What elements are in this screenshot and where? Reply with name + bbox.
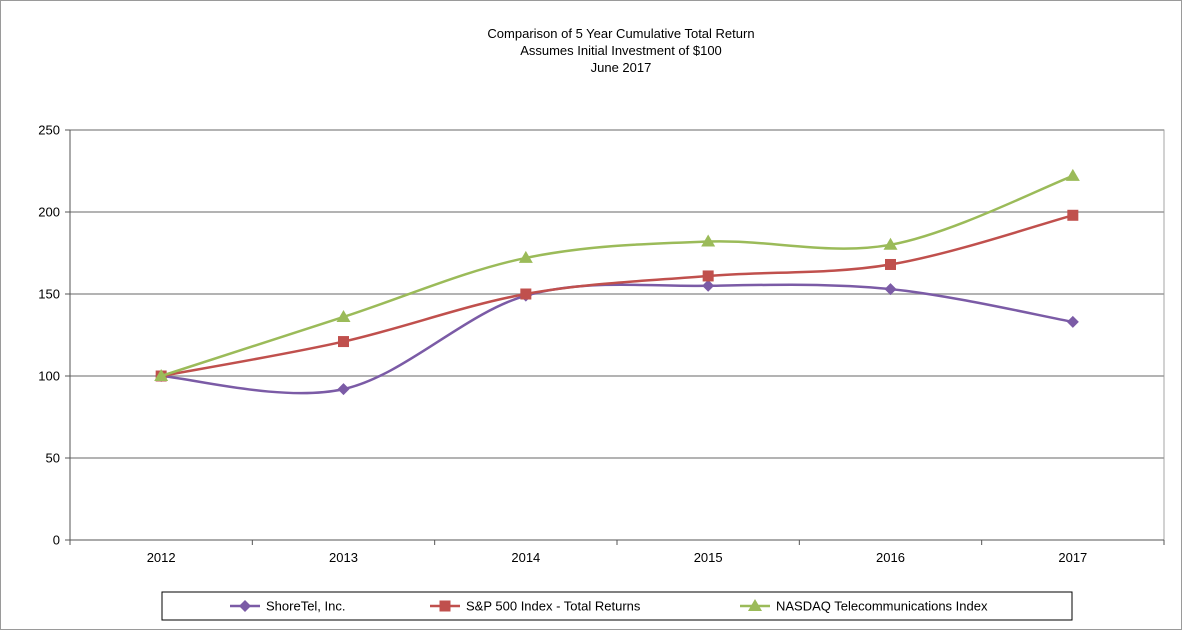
y-tick-label: 250 [38, 123, 60, 138]
data-point-shoretel-inc-2017 [1066, 315, 1079, 328]
legend: ShoreTel, Inc. S&P 500 Index - Total Retu… [161, 591, 1073, 621]
legend-label: NASDAQ Telecommunications Index [776, 599, 988, 614]
chart-title-line-2: Assumes Initial Investment of $100 [520, 43, 722, 58]
x-tick-label: 2016 [876, 550, 905, 565]
data-point-nasdaq-telecommunications-index-2015 [701, 234, 716, 247]
series-line-s-p-500-index-total-returns [160, 214, 1074, 378]
data-point-s-p-500-index-total-returns-2017 [1067, 209, 1079, 221]
y-tick-label: 200 [38, 205, 60, 220]
data-point-s-p-500-index-total-returns-2014 [520, 288, 532, 300]
data-point-nasdaq-telecommunications-index-2013 [336, 309, 351, 322]
data-point-s-p-500-index-total-returns-2015 [702, 270, 714, 282]
series-line-nasdaq-telecommunications-index [160, 174, 1074, 378]
legend-label: ShoreTel, Inc. [266, 599, 346, 614]
y-tick-label: 150 [38, 287, 60, 302]
data-point-s-p-500-index-total-returns-2016 [885, 258, 896, 270]
data-point-shoretel-inc-2015 [702, 279, 715, 292]
y-tick-label: 100 [38, 369, 60, 384]
y-tick-label: 0 [53, 533, 60, 548]
x-tick-label: 2013 [329, 550, 358, 565]
legend-box [161, 591, 1073, 621]
series-nasdaq-telecommunications-index [154, 168, 1080, 381]
x-tick-label: 2015 [694, 550, 723, 565]
legend-label: S&P 500 Index - Total Returns [466, 599, 641, 614]
chart-title-line-1: Comparison of 5 Year Cumulative Total Re… [487, 26, 754, 41]
legend-marker-diamond [239, 600, 251, 612]
data-point-nasdaq-telecommunications-index-2017 [1065, 168, 1080, 181]
data-point-shoretel-inc-2016 [884, 283, 897, 296]
legend-marker-square [439, 600, 451, 612]
legend-item-s-p-500-index-total-returns: S&P 500 Index - Total Returns [430, 599, 641, 614]
x-tick-label: 2017 [1058, 550, 1087, 565]
chart-title: Comparison of 5 Year Cumulative Total Re… [487, 26, 754, 75]
y-tick-label: 50 [46, 451, 60, 466]
series [154, 168, 1080, 396]
axes: 0 50 100 150 200 250 2012 2013 2014 2015 2016 2017 [38, 123, 1165, 565]
data-point-s-p-500-index-total-returns-2013 [338, 336, 349, 348]
x-tick-label: 2014 [511, 550, 540, 565]
legend-item-shoretel-inc: ShoreTel, Inc. [230, 599, 346, 614]
plot-area [69, 129, 1165, 541]
x-tick-label: 2012 [147, 550, 176, 565]
data-point-nasdaq-telecommunications-index-2014 [518, 250, 533, 263]
chart-title-line-3: June 2017 [591, 60, 652, 75]
series-line-shoretel-inc [161, 283, 1074, 395]
data-point-nasdaq-telecommunications-index-2012 [154, 369, 169, 381]
data-point-nasdaq-telecommunications-index-2016 [883, 237, 898, 250]
legend-marker-triangle [748, 599, 762, 611]
gridlines [70, 129, 1164, 459]
legend-item-nasdaq-telecommunications-index: NASDAQ Telecommunications Index [740, 599, 988, 614]
data-point-shoretel-inc-2013 [337, 383, 350, 396]
